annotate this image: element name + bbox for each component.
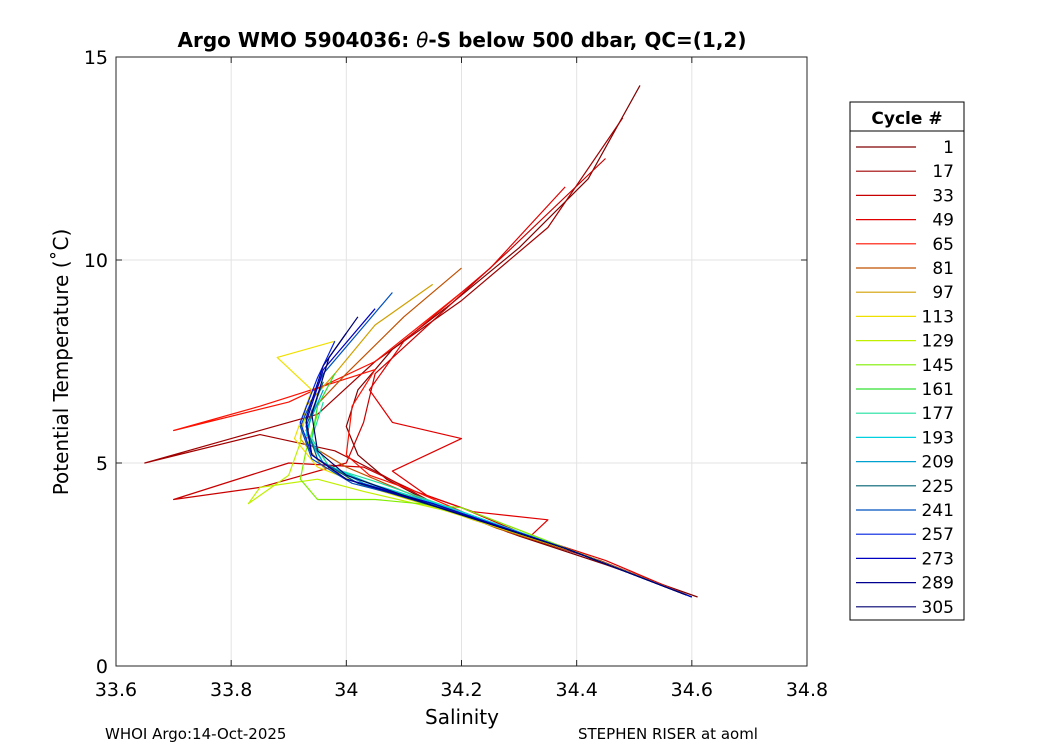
legend-label-97: 97 xyxy=(932,283,954,303)
title-suffix: -S below 500 dbar, QC=(1,2) xyxy=(428,28,746,52)
legend-label-145: 145 xyxy=(922,356,954,376)
chart-title: Argo WMO 5904036: θ-S below 500 dbar, QC… xyxy=(178,28,747,52)
legend-label-113: 113 xyxy=(922,307,954,327)
x-tick-label: 34.2 xyxy=(440,679,482,701)
axis-ticks: 33.6 33.8 34 34.2 34.4 34.6 34.8 0 5 10 15 xyxy=(84,47,828,701)
title-theta: θ xyxy=(416,28,428,52)
legend-label-289: 289 xyxy=(922,574,954,594)
x-tick-label: 33.6 xyxy=(95,679,137,701)
legend-items: 1 17 33 49 65 81 97 113 129 145 161 177 193 209 225 241… xyxy=(856,138,954,618)
legend-label-209: 209 xyxy=(922,453,954,473)
legend-title: Cycle # xyxy=(871,109,942,129)
legend-label-129: 129 xyxy=(922,332,954,352)
legend: Cycle # 1 17 33 49 65 81 97 113 129 145 161 177 193 2… xyxy=(849,101,965,621)
legend-label-305: 305 xyxy=(922,598,954,618)
legend-label-81: 81 xyxy=(932,259,954,279)
y-tick-label: 15 xyxy=(84,47,108,69)
x-tick-label: 34.4 xyxy=(556,679,598,701)
legend-label-33: 33 xyxy=(932,186,954,206)
series-line-cycle-305 xyxy=(311,316,687,596)
legend-label-49: 49 xyxy=(932,211,954,231)
series-layer xyxy=(144,85,698,598)
series-line-cycle-145 xyxy=(299,414,693,598)
x-tick-label: 34.8 xyxy=(786,679,828,701)
legend-label-241: 241 xyxy=(922,501,954,521)
title-prefix: Argo WMO 5904036: xyxy=(178,28,417,52)
y-axis-label: Potential Temperature (˚C) xyxy=(49,229,73,496)
legend-label-177: 177 xyxy=(922,404,954,424)
legend-label-273: 273 xyxy=(922,549,954,569)
legend-label-257: 257 xyxy=(922,525,954,545)
x-tick-label: 33.8 xyxy=(210,679,252,701)
legend-label-193: 193 xyxy=(922,428,954,448)
legend-label-17: 17 xyxy=(932,162,954,182)
series-line-cycle-81 xyxy=(305,267,693,598)
x-axis-label: Salinity xyxy=(425,705,499,729)
y-tick-label: 0 xyxy=(96,656,108,678)
legend-label-161: 161 xyxy=(922,380,954,400)
y-tick-label: 5 xyxy=(96,453,108,475)
x-tick-label: 34.6 xyxy=(671,679,713,701)
x-tick-label: 34 xyxy=(334,679,358,701)
y-tick-label: 10 xyxy=(84,250,108,272)
footer-left: WHOI Argo:14-Oct-2025 xyxy=(105,725,287,743)
grid-lines xyxy=(116,57,807,666)
legend-label-1: 1 xyxy=(943,138,954,158)
series-line-cycle-33 xyxy=(173,158,693,598)
legend-label-65: 65 xyxy=(932,235,954,255)
footer-right: STEPHEN RISER at aoml xyxy=(578,725,758,743)
legend-label-225: 225 xyxy=(922,477,954,497)
